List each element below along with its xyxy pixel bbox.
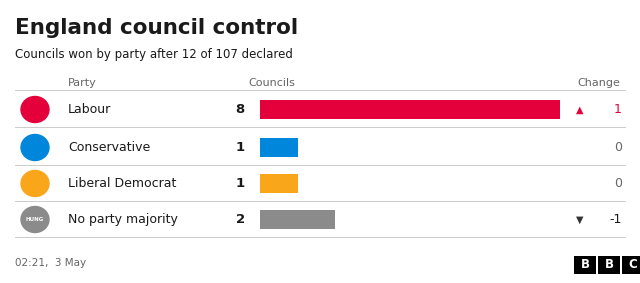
Text: HUNG: HUNG [26, 217, 44, 222]
FancyBboxPatch shape [574, 256, 596, 274]
Text: 2: 2 [236, 213, 245, 226]
FancyBboxPatch shape [598, 256, 620, 274]
FancyBboxPatch shape [260, 210, 335, 229]
Ellipse shape [21, 97, 49, 123]
Text: 0: 0 [614, 141, 622, 154]
Text: ▲: ▲ [576, 104, 584, 115]
Ellipse shape [21, 134, 49, 160]
Ellipse shape [21, 207, 49, 233]
FancyBboxPatch shape [260, 174, 298, 193]
Text: 1: 1 [614, 103, 622, 116]
Text: Party: Party [68, 78, 97, 88]
Text: England council control: England council control [15, 18, 298, 38]
Text: 0: 0 [614, 177, 622, 190]
Text: C: C [628, 258, 637, 271]
Text: ▼: ▼ [576, 215, 584, 224]
Text: No party majority: No party majority [68, 213, 178, 226]
FancyBboxPatch shape [622, 256, 640, 274]
Text: Councils: Councils [248, 78, 295, 88]
Text: Labour: Labour [68, 103, 111, 116]
FancyBboxPatch shape [260, 138, 298, 157]
Text: 1: 1 [236, 177, 245, 190]
Text: B: B [580, 258, 589, 271]
Text: 8: 8 [236, 103, 245, 116]
Text: Liberal Democrat: Liberal Democrat [68, 177, 177, 190]
Text: 02:21,  3 May: 02:21, 3 May [15, 258, 86, 268]
Ellipse shape [21, 170, 49, 196]
Text: Councils won by party after 12 of 107 declared: Councils won by party after 12 of 107 de… [15, 48, 293, 61]
Text: Change: Change [577, 78, 620, 88]
Text: Conservative: Conservative [68, 141, 150, 154]
FancyBboxPatch shape [260, 100, 560, 119]
Text: 1: 1 [236, 141, 245, 154]
Text: B: B [605, 258, 614, 271]
Text: -1: -1 [610, 213, 622, 226]
